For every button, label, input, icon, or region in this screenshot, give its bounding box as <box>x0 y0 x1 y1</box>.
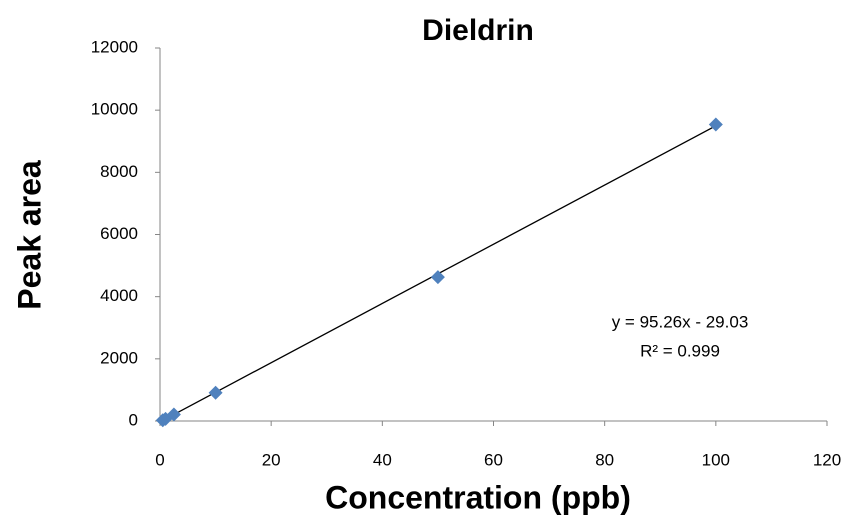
chart-title: Dieldrin <box>422 14 534 47</box>
y-tick-label: 4000 <box>100 286 138 305</box>
trendline-r-squared: R² = 0.999 <box>640 341 720 360</box>
y-tick-label: 6000 <box>100 224 138 243</box>
y-tick-label: 2000 <box>100 348 138 367</box>
x-tick-label: 40 <box>373 450 392 469</box>
data-point <box>708 117 723 132</box>
x-axis-title: Concentration (ppb) <box>325 479 631 515</box>
x-tick-label: 80 <box>595 450 614 469</box>
data-point <box>430 270 445 285</box>
y-tick-label: 0 <box>129 410 138 429</box>
y-axis-title: Peak area <box>11 160 47 310</box>
x-tick-label: 100 <box>702 450 730 469</box>
y-tick-label: 10000 <box>91 100 138 119</box>
trendline-equation: y = 95.26x - 29.03 <box>612 312 749 331</box>
x-tick-label: 0 <box>155 450 164 469</box>
y-tick-label: 8000 <box>100 162 138 181</box>
x-tick-label: 120 <box>813 450 841 469</box>
x-tick-label: 20 <box>262 450 281 469</box>
data-point <box>166 407 181 422</box>
data-point <box>208 385 223 400</box>
y-tick-label: 12000 <box>91 37 138 56</box>
x-tick-label: 60 <box>484 450 503 469</box>
